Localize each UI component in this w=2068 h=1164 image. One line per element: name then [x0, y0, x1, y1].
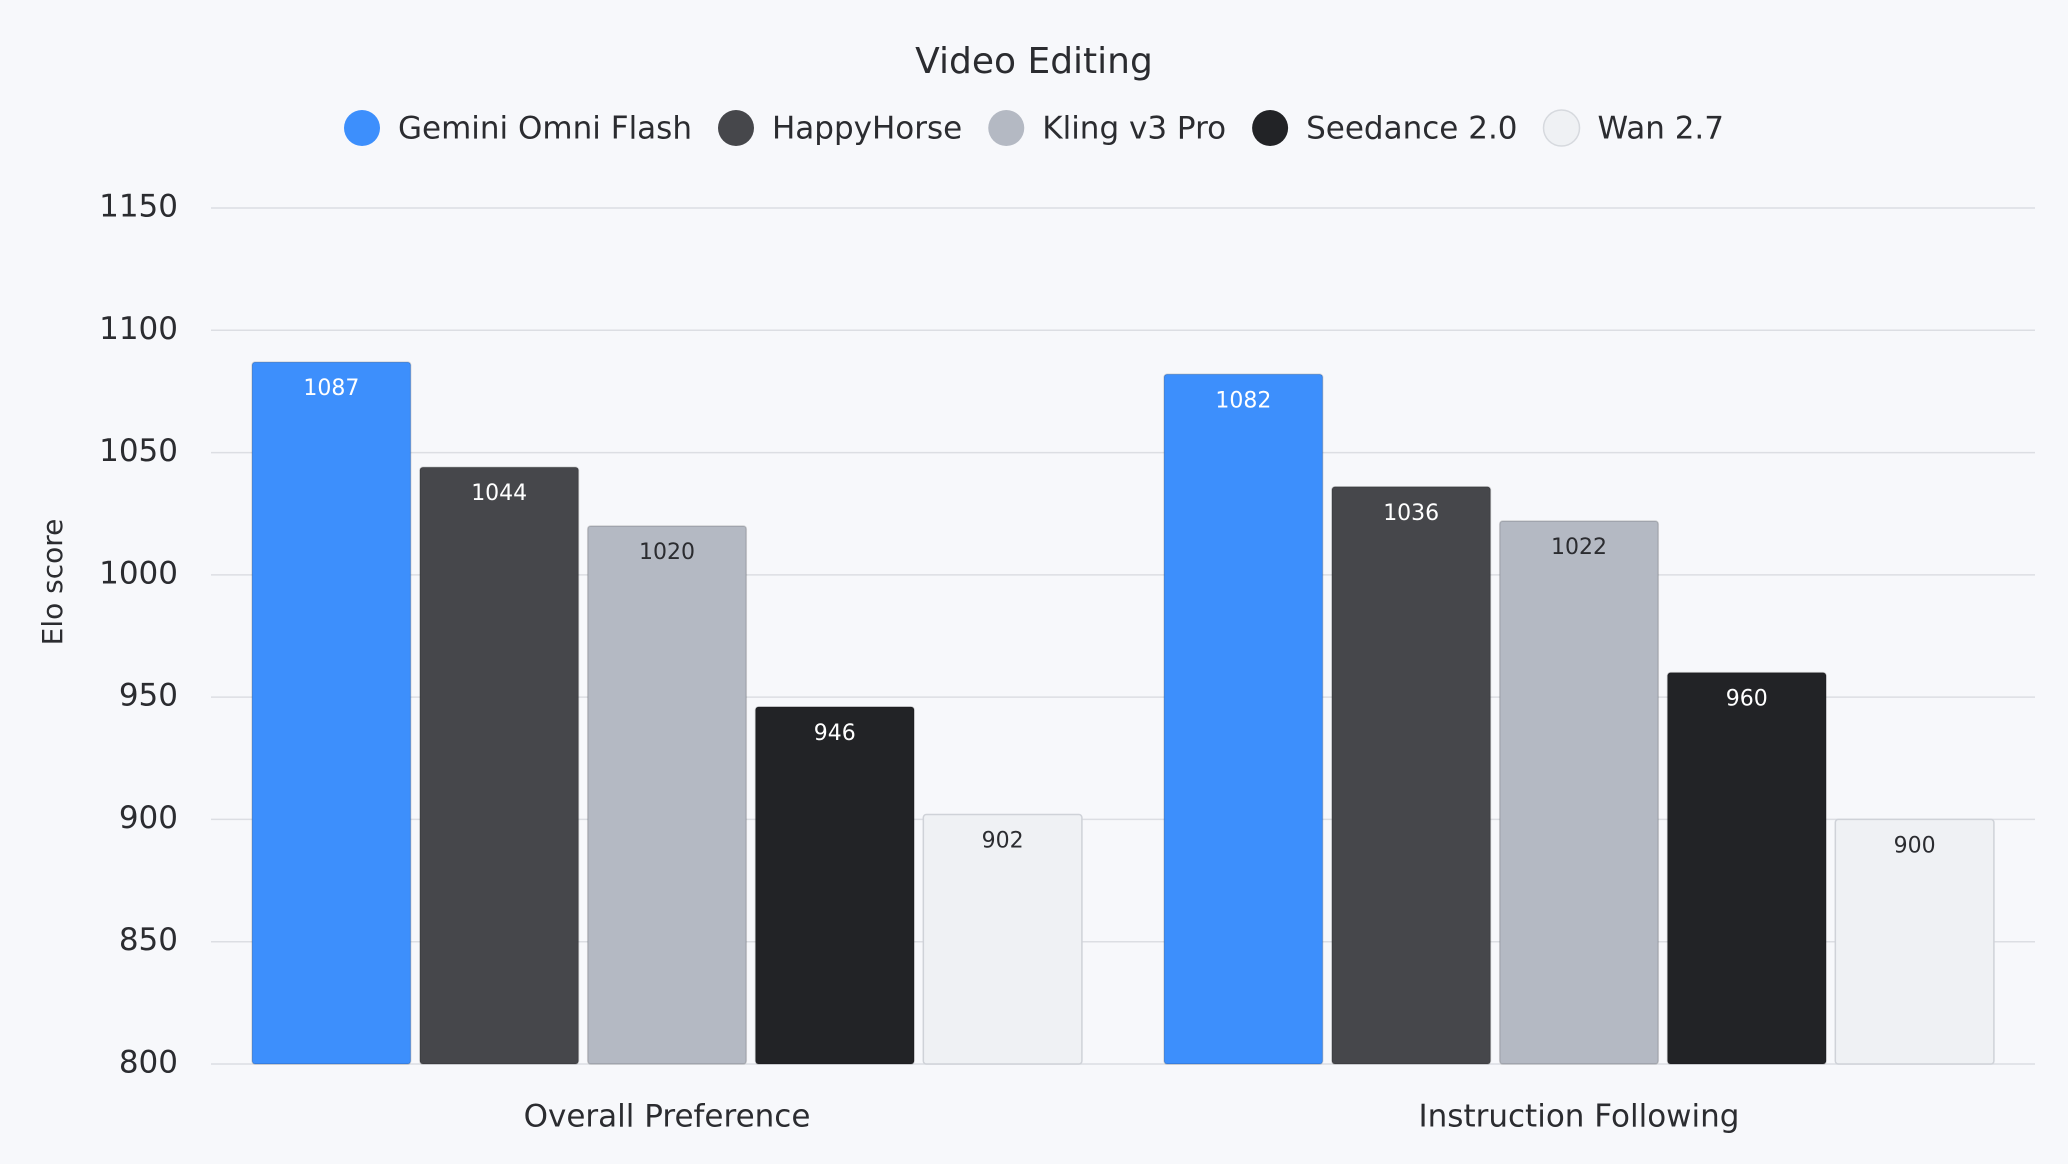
bar — [1498, 520, 1660, 1065]
y-tick-label: 850 — [119, 922, 178, 958]
bar — [1331, 486, 1492, 1065]
legend-label: HappyHorse — [772, 111, 962, 147]
x-tick-label: Overall Preference — [524, 1099, 811, 1135]
legend-label: Gemini Omni Flash — [398, 111, 692, 147]
legend-item: Gemini Omni Flash — [344, 110, 692, 147]
legend-item: Kling v3 Pro — [988, 110, 1226, 147]
value-label: 1082 — [1215, 388, 1271, 413]
bar — [586, 525, 748, 1065]
bar — [1666, 671, 1827, 1065]
value-label: 1036 — [1383, 501, 1439, 526]
bar — [251, 361, 412, 1065]
x-tick-label: Instruction Following — [1419, 1099, 1740, 1135]
value-label: 960 — [1726, 687, 1768, 712]
y-tick-label: 900 — [119, 800, 178, 836]
legend-swatch — [1542, 109, 1581, 147]
legend-item: Wan 2.7 — [1542, 109, 1724, 147]
value-label: 1022 — [1551, 535, 1607, 560]
chart-title: Video Editing — [915, 41, 1153, 82]
legend-swatch — [344, 110, 381, 146]
bar — [1834, 818, 1995, 1065]
bar — [1163, 373, 1324, 1065]
legend-swatch — [988, 110, 1025, 146]
y-tick-label: 1100 — [99, 311, 178, 347]
y-tick-label: 1050 — [99, 433, 178, 469]
value-label: 902 — [982, 829, 1024, 854]
legend: Gemini Omni Flash HappyHorse Kling v3 Pro S… — [344, 109, 1724, 147]
value-label: 1020 — [639, 540, 695, 565]
legend-label: Seedance 2.0 — [1306, 111, 1517, 147]
legend-item: Seedance 2.0 — [1252, 110, 1518, 147]
legend-swatch — [717, 110, 754, 146]
legend-item: HappyHorse — [717, 110, 962, 147]
value-label: 1044 — [471, 481, 527, 506]
value-label: 1087 — [303, 376, 359, 401]
legend-swatch — [1252, 110, 1289, 146]
legend-label: Kling v3 Pro — [1042, 111, 1226, 147]
y-tick-label: 800 — [119, 1045, 178, 1081]
y-tick-label: 950 — [119, 678, 178, 714]
value-label: 946 — [814, 721, 856, 746]
value-label: 900 — [1894, 833, 1936, 858]
bar — [754, 706, 915, 1065]
bar — [419, 466, 580, 1065]
legend-label: Wan 2.7 — [1598, 111, 1724, 147]
y-axis-label: Elo score — [36, 519, 69, 646]
y-tick-label: 1000 — [99, 555, 178, 591]
bar — [922, 813, 1083, 1065]
y-tick-label: 1150 — [99, 189, 178, 225]
